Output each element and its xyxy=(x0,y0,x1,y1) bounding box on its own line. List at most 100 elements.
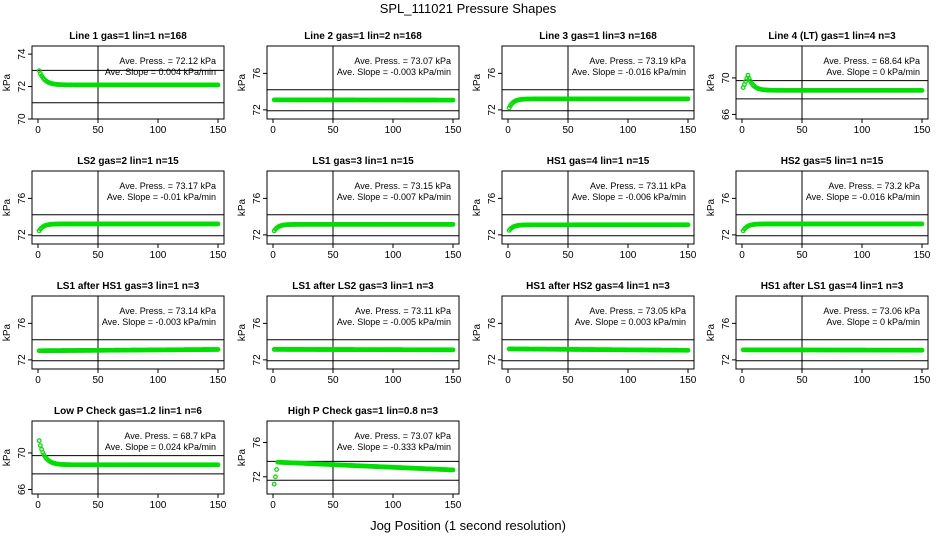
x-tick-label: 150 xyxy=(210,125,227,136)
y-tick-label: 76 xyxy=(17,192,28,204)
x-tick-label: 150 xyxy=(914,125,931,136)
y-tick-label: 72 xyxy=(252,229,263,241)
x-tick-label: 0 xyxy=(505,125,511,136)
y-axis-label: kPa xyxy=(237,323,248,341)
data-point xyxy=(273,474,278,480)
x-tick-label: 50 xyxy=(327,500,339,511)
data-series xyxy=(506,96,691,111)
x-tick-label: 0 xyxy=(270,250,276,261)
x-tick-label: 100 xyxy=(385,375,402,386)
y-axis-label: kPa xyxy=(706,73,717,91)
x-tick-label: 100 xyxy=(150,125,167,136)
x-tick-label: 100 xyxy=(385,500,402,511)
data-series xyxy=(36,221,221,234)
y-tick-label: 70 xyxy=(721,72,732,84)
x-tick-label: 100 xyxy=(150,500,167,511)
annotation-ave-press: Ave. Press. = 73.05 kPa xyxy=(589,306,686,316)
annotation-ave-slope: Ave. Slope = -0.003 kPa/min xyxy=(337,67,451,77)
plot-frame xyxy=(501,170,695,245)
y-tick-label: 72 xyxy=(17,354,28,366)
annotation-ave-press: Ave. Press. = 73.06 kPa xyxy=(823,306,920,316)
panel-12: HS1 after LS1 gas=4 lin=1 n=3 0 50 100 150 72… xyxy=(706,281,931,386)
annotation-ave-slope: Ave. Slope = -0.005 kPa/min xyxy=(337,317,451,327)
y-tick-label: 72 xyxy=(17,229,28,241)
panel-title: LS1 after HS1 gas=3 lin=1 n=3 xyxy=(57,281,200,292)
x-tick-label: 150 xyxy=(914,250,931,261)
plot-frame xyxy=(266,295,460,370)
plot-frame xyxy=(266,45,460,120)
panel-title: Line 4 (LT) gas=1 lin=4 n=3 xyxy=(768,31,896,42)
panel-9: LS1 after HS1 gas=3 lin=1 n=3 0 50 100 150 72… xyxy=(2,281,227,386)
x-tick-label: 100 xyxy=(854,250,871,261)
y-axis-label: kPa xyxy=(706,323,717,341)
data-series xyxy=(740,72,925,93)
panel-11: HS1 after HS2 gas=4 lin=1 n=3 0 50 100 150 72… xyxy=(472,281,697,386)
y-tick-label: 72 xyxy=(252,471,263,483)
y-tick-label: 76 xyxy=(721,192,732,204)
data-point xyxy=(450,347,456,353)
x-tick-label: 100 xyxy=(620,125,637,136)
y-tick-label: 72 xyxy=(721,229,732,241)
x-tick-label: 0 xyxy=(505,250,511,261)
plot-frame xyxy=(735,170,929,245)
y-tick-label: 76 xyxy=(721,317,732,329)
annotation-ave-slope: Ave. Slope = -0.006 kPa/min xyxy=(572,192,686,202)
x-tick-label: 150 xyxy=(680,375,697,386)
annotation-ave-press: Ave. Press. = 72.12 kPa xyxy=(119,56,216,66)
annotation-ave-slope: Ave. Slope = 0.024 kPa/min xyxy=(105,442,216,452)
data-series xyxy=(740,347,925,353)
figure-xlabel: Jog Position (1 second resolution) xyxy=(370,518,566,533)
panel-3: Line 3 gas=1 lin=3 n=168 0 50 100 150 72 76 kPa… xyxy=(472,31,697,136)
y-tick-label: 76 xyxy=(487,192,498,204)
y-tick-label: 74 xyxy=(17,48,28,60)
annotation-ave-press: Ave. Press. = 73.15 kPa xyxy=(354,181,451,191)
x-tick-label: 0 xyxy=(35,375,41,386)
plot-frame xyxy=(31,420,225,495)
annotation-ave-press: Ave. Press. = 73.2 kPa xyxy=(828,181,920,191)
y-axis-label: kPa xyxy=(2,323,13,341)
y-tick-label: 76 xyxy=(487,67,498,79)
plot-frame xyxy=(266,170,460,245)
y-axis-label: kPa xyxy=(472,323,483,341)
y-tick-label: 72 xyxy=(252,354,263,366)
annotation-ave-press: Ave. Press. = 73.19 kPa xyxy=(589,56,686,66)
annotation-ave-slope: Ave. Slope = -0.01 kPa/min xyxy=(107,192,216,202)
data-series xyxy=(506,346,691,353)
y-tick-label: 70 xyxy=(17,113,28,125)
panel-title: LS1 after LS2 gas=3 lin=1 n=3 xyxy=(292,281,434,292)
x-tick-label: 50 xyxy=(562,250,574,261)
data-point xyxy=(450,221,456,227)
data-point xyxy=(685,96,691,102)
panel-10: LS1 after LS2 gas=3 lin=1 n=3 0 50 100 150 72… xyxy=(237,281,462,386)
annotation-ave-slope: Ave. Slope = -0.016 kPa/min xyxy=(572,67,686,77)
x-tick-label: 50 xyxy=(796,250,808,261)
data-point xyxy=(274,467,280,472)
x-tick-label: 50 xyxy=(92,250,104,261)
panel-title: Line 3 gas=1 lin=3 n=168 xyxy=(539,31,657,42)
annotation-ave-press: Ave. Press. = 68.7 kPa xyxy=(124,431,216,441)
y-axis-label: kPa xyxy=(706,198,717,216)
x-tick-label: 100 xyxy=(150,250,167,261)
annotation-ave-slope: Ave. Slope = 0 kPa/min xyxy=(826,67,920,77)
x-tick-label: 100 xyxy=(620,250,637,261)
x-tick-label: 50 xyxy=(92,500,104,511)
data-series xyxy=(36,68,221,88)
y-tick-label: 72 xyxy=(17,81,28,93)
x-tick-label: 0 xyxy=(739,250,745,261)
annotation-ave-slope: Ave. Slope = 0 kPa/min xyxy=(826,317,920,327)
y-tick-label: 76 xyxy=(252,317,263,329)
data-point xyxy=(215,347,221,352)
x-tick-label: 0 xyxy=(505,375,511,386)
annotation-ave-press: Ave. Press. = 73.17 kPa xyxy=(119,181,216,191)
annotation-ave-press: Ave. Press. = 73.14 kPa xyxy=(119,306,216,316)
data-point xyxy=(450,467,456,473)
annotation-ave-press: Ave. Press. = 68.64 kPa xyxy=(823,56,920,66)
panel-title: LS2 gas=2 lin=1 n=15 xyxy=(77,156,179,167)
panel-14: High P Check gas=1 lin=0.8 n=3 0 50 100 150 7… xyxy=(237,406,462,511)
data-point xyxy=(215,221,221,227)
data-point xyxy=(215,82,221,88)
x-tick-label: 0 xyxy=(270,500,276,511)
data-series xyxy=(36,438,221,468)
